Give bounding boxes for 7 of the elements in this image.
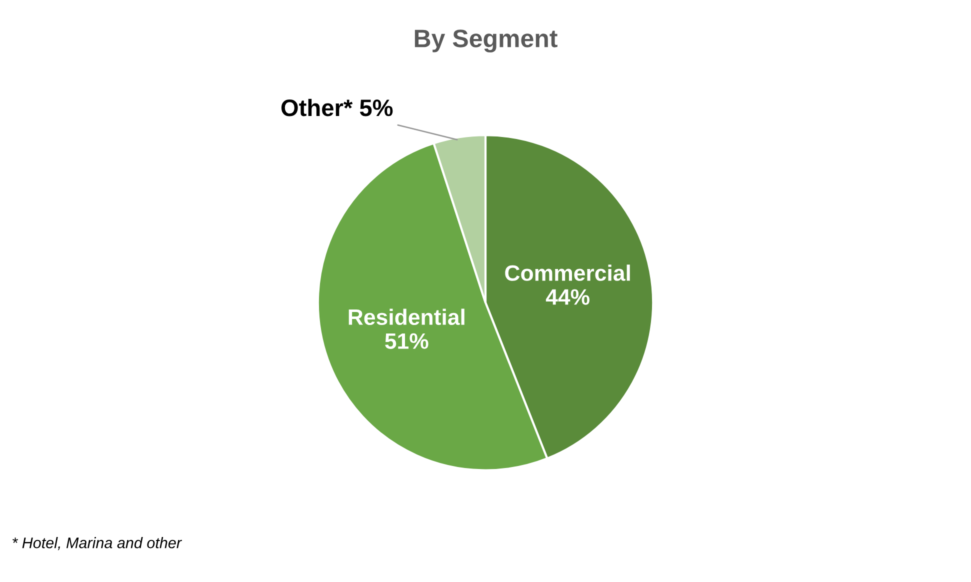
data-label: 44% — [546, 289, 590, 305]
chart-title: By Segment — [414, 30, 558, 52]
data-label: 51% — [385, 333, 428, 349]
slice-label: Other* 5% — [281, 98, 393, 116]
slice-label: Residential — [348, 308, 464, 326]
slice-label: Commercial — [505, 264, 630, 281]
text: * Hotel, Marina and other — [12, 537, 182, 550]
